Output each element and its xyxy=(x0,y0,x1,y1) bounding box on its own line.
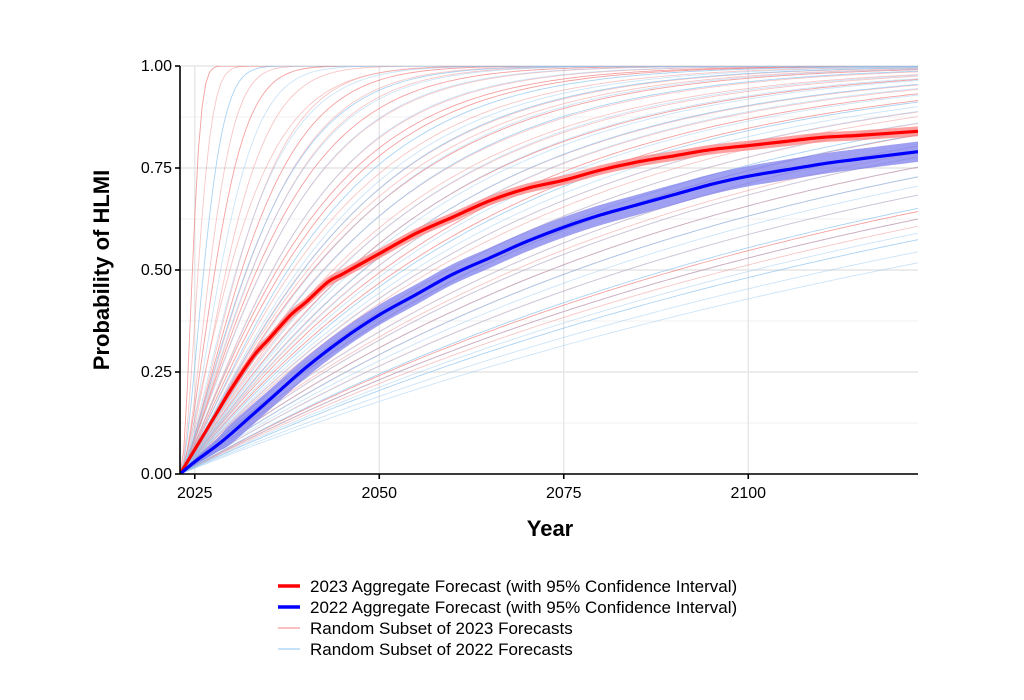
subset-2023-curve xyxy=(180,84,918,474)
subset-2022-curve xyxy=(180,207,918,474)
subset-2022-curve xyxy=(180,80,918,474)
aggregate-2022-line xyxy=(180,150,918,474)
subset-2022-curve xyxy=(180,66,918,474)
subset-2023-curve xyxy=(180,152,918,474)
legend-label: Random Subset of 2023 Forecasts xyxy=(310,619,573,638)
subset-2022-curve xyxy=(180,94,918,474)
subset-2023-curve xyxy=(180,66,918,474)
x-tick-label: 2050 xyxy=(361,485,397,502)
x-tick-label: 2025 xyxy=(177,485,213,502)
subset-2022-curve xyxy=(180,70,918,474)
x-axis-title: Year xyxy=(527,516,574,541)
subset-2022-curve xyxy=(180,67,918,474)
subset-2023-curve xyxy=(180,166,918,474)
subset-2022-curve xyxy=(180,239,918,474)
subset-2023-curve xyxy=(180,100,918,474)
subset-2023-curve xyxy=(180,225,918,474)
subset-2022-curve xyxy=(180,78,918,474)
confidence-bands xyxy=(180,126,918,474)
subset-2022-curve xyxy=(180,110,918,474)
subset-2023-curve xyxy=(180,194,918,474)
subset-2022-curve xyxy=(180,218,918,474)
y-tick-label: 0.00 xyxy=(141,466,172,483)
subset-2022-curve xyxy=(180,66,918,474)
axes: 0.00 0.25 0.50 0.75 1.00 2025 2050 2075 2100 xyxy=(141,58,918,502)
subset-2022-curve xyxy=(180,251,918,474)
legend-label: 2023 Aggregate Forecast (with 95% Confid… xyxy=(310,577,737,596)
subset-2023-curve xyxy=(180,66,918,474)
legend: 2023 Aggregate Forecast (with 95% Confid… xyxy=(278,577,737,659)
subset-2022-curve xyxy=(180,66,918,474)
subset-2023-curve xyxy=(180,71,918,474)
subset-2023-curve xyxy=(180,218,918,474)
subset-2022-curve xyxy=(180,68,918,474)
subset-2022-curve xyxy=(180,66,918,474)
y-tick-label: 0.25 xyxy=(141,364,172,381)
subset-2022-curve xyxy=(180,66,918,474)
subset-2022-curve xyxy=(180,166,918,474)
ci-band-2023 xyxy=(180,126,918,474)
subset-2023-curve xyxy=(180,66,918,474)
subset-2023-curve xyxy=(180,66,918,474)
subset-2022-curve xyxy=(180,106,918,474)
y-tick-label: 0.75 xyxy=(141,160,172,177)
aggregate-2023-line xyxy=(180,129,918,474)
subset-2022-curve xyxy=(180,176,918,474)
subset-2022-curve xyxy=(180,185,918,474)
x-tick-label: 2075 xyxy=(546,485,582,502)
x-tick-label: 2100 xyxy=(730,485,766,502)
subset-2022-curve xyxy=(180,66,918,474)
subset-2023-curve xyxy=(180,67,918,474)
subset-2023-curve xyxy=(180,66,918,474)
subset-2023-curve xyxy=(180,211,918,474)
subset-2023-curve xyxy=(180,79,918,474)
subset-2022-curve xyxy=(180,232,918,474)
y-tick-label: 0.50 xyxy=(141,262,172,279)
subset-2023-curve xyxy=(180,156,918,474)
subset-2023-curve xyxy=(180,68,918,474)
subset-2023-curve xyxy=(180,88,918,474)
legend-label: 2022 Aggregate Forecast (with 95% Confid… xyxy=(310,598,737,617)
subset-2022-curve xyxy=(180,66,918,474)
y-tick-label: 1.00 xyxy=(141,58,172,75)
subset-2022-curve xyxy=(180,83,918,474)
y-axis-title: Probability of HLMI xyxy=(89,170,114,370)
subset-2023-curve xyxy=(180,111,918,474)
subset-2022-curve xyxy=(180,88,918,474)
aggregate-lines xyxy=(180,129,918,474)
legend-label: Random Subset of 2022 Forecasts xyxy=(310,640,573,659)
subset-2022-curve xyxy=(180,262,918,474)
subset-2023-curve xyxy=(180,66,918,474)
subset-2022-curve xyxy=(180,66,918,474)
subset-2023-curve xyxy=(180,93,918,474)
subset-2022-curve xyxy=(180,156,918,474)
subset-2022-curve xyxy=(180,101,918,474)
subset-2023-curve xyxy=(180,66,918,474)
subset-2023-curve xyxy=(180,69,918,474)
subset-2023-curve xyxy=(180,66,918,474)
subset-2022-curve xyxy=(180,194,918,474)
